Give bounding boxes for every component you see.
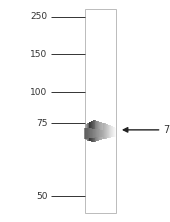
- Text: 150: 150: [30, 50, 48, 59]
- Bar: [99, 121, 100, 141]
- Bar: [93, 129, 95, 137]
- Bar: [94, 120, 95, 142]
- Bar: [85, 128, 87, 139]
- Bar: [92, 121, 93, 142]
- Bar: [93, 121, 94, 142]
- Bar: [114, 127, 115, 137]
- Bar: [110, 126, 111, 137]
- Bar: [85, 9, 116, 213]
- Bar: [95, 120, 96, 142]
- Bar: [90, 128, 92, 138]
- Bar: [109, 125, 110, 138]
- Bar: [113, 127, 114, 137]
- Bar: [103, 123, 104, 139]
- Text: 70kDa: 70kDa: [163, 125, 170, 135]
- Bar: [88, 123, 89, 141]
- Bar: [107, 125, 108, 138]
- Bar: [95, 129, 96, 137]
- Bar: [89, 128, 91, 138]
- Bar: [90, 129, 92, 138]
- Bar: [87, 123, 88, 141]
- Bar: [89, 122, 90, 141]
- Bar: [89, 128, 91, 138]
- Bar: [98, 121, 99, 141]
- Bar: [104, 123, 105, 139]
- Bar: [100, 122, 101, 140]
- Bar: [110, 125, 111, 138]
- Bar: [90, 122, 91, 141]
- Bar: [107, 124, 108, 138]
- Bar: [96, 121, 97, 141]
- Bar: [91, 121, 92, 142]
- Bar: [88, 128, 90, 138]
- Bar: [91, 129, 93, 138]
- Bar: [108, 125, 109, 138]
- Bar: [108, 125, 109, 138]
- Text: 100: 100: [30, 88, 48, 97]
- Bar: [109, 125, 110, 138]
- Bar: [96, 129, 98, 137]
- Bar: [85, 128, 87, 139]
- Bar: [92, 129, 94, 138]
- Bar: [98, 129, 100, 137]
- Text: 250: 250: [30, 12, 48, 21]
- Bar: [92, 129, 94, 138]
- Bar: [105, 123, 106, 139]
- Bar: [102, 122, 103, 140]
- Bar: [95, 129, 97, 137]
- Bar: [85, 124, 86, 140]
- Bar: [104, 123, 105, 139]
- Bar: [99, 130, 101, 137]
- Bar: [102, 123, 103, 139]
- Bar: [115, 128, 116, 137]
- Bar: [92, 121, 93, 142]
- Bar: [97, 129, 99, 137]
- Bar: [106, 124, 107, 139]
- Bar: [105, 124, 106, 139]
- Bar: [88, 123, 89, 141]
- Bar: [97, 121, 98, 141]
- Bar: [106, 124, 107, 138]
- Bar: [91, 121, 92, 141]
- Bar: [99, 130, 100, 137]
- Bar: [97, 129, 99, 137]
- Bar: [101, 130, 103, 137]
- Bar: [89, 122, 90, 141]
- Bar: [103, 123, 104, 139]
- Bar: [100, 130, 102, 137]
- Bar: [100, 130, 102, 137]
- Bar: [86, 128, 88, 139]
- Bar: [111, 126, 112, 137]
- Bar: [86, 124, 87, 140]
- Text: 50: 50: [36, 192, 48, 201]
- Text: 75: 75: [36, 119, 48, 128]
- Bar: [86, 128, 88, 139]
- Bar: [94, 129, 96, 137]
- Bar: [87, 128, 89, 138]
- Bar: [112, 126, 113, 137]
- Bar: [93, 129, 95, 138]
- Bar: [101, 122, 102, 140]
- Bar: [96, 129, 98, 137]
- Bar: [84, 128, 86, 139]
- Bar: [88, 128, 89, 138]
- Bar: [90, 122, 91, 141]
